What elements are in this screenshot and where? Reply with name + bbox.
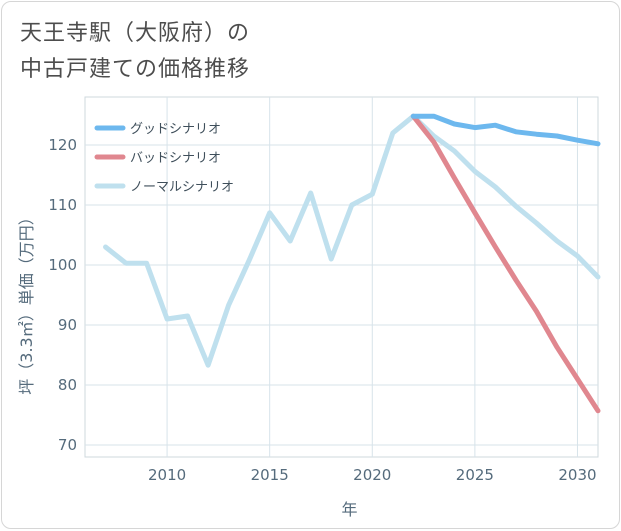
legend-label-1: グッドシナリオ (130, 122, 221, 137)
y-tick-label: 100 (48, 256, 77, 274)
x-tick-label: 2020 (353, 466, 391, 484)
y-tick-label: 110 (48, 196, 77, 214)
x-tick-label: 2030 (558, 466, 596, 484)
chart-title: 天王寺駅（大阪府）の 中古戸建ての価格推移 (20, 16, 250, 88)
legend-label-3: ノーマルシナリオ (130, 180, 234, 195)
series-line-3 (103, 113, 601, 368)
y-axis-label: 坪（3.3㎡）単価（万円） (17, 209, 36, 394)
y-tick-label: 120 (48, 136, 77, 154)
y-tick-label: 80 (58, 376, 77, 394)
chart-title-line-2: 中古戸建ての価格推移 (20, 57, 251, 82)
series-line-1 (410, 113, 601, 147)
x-tick-label: 2010 (148, 466, 186, 484)
chart-title-line-1: 天王寺駅（大阪府）の (20, 21, 251, 46)
y-tick-label: 90 (58, 316, 77, 334)
x-tick-label: 2025 (456, 466, 494, 484)
series-line-2 (410, 113, 601, 414)
x-tick-label: 2015 (251, 466, 289, 484)
y-tick-label: 70 (58, 436, 77, 454)
legend-label-2: バッドシナリオ (130, 151, 221, 166)
x-axis-label: 年 (341, 500, 357, 519)
